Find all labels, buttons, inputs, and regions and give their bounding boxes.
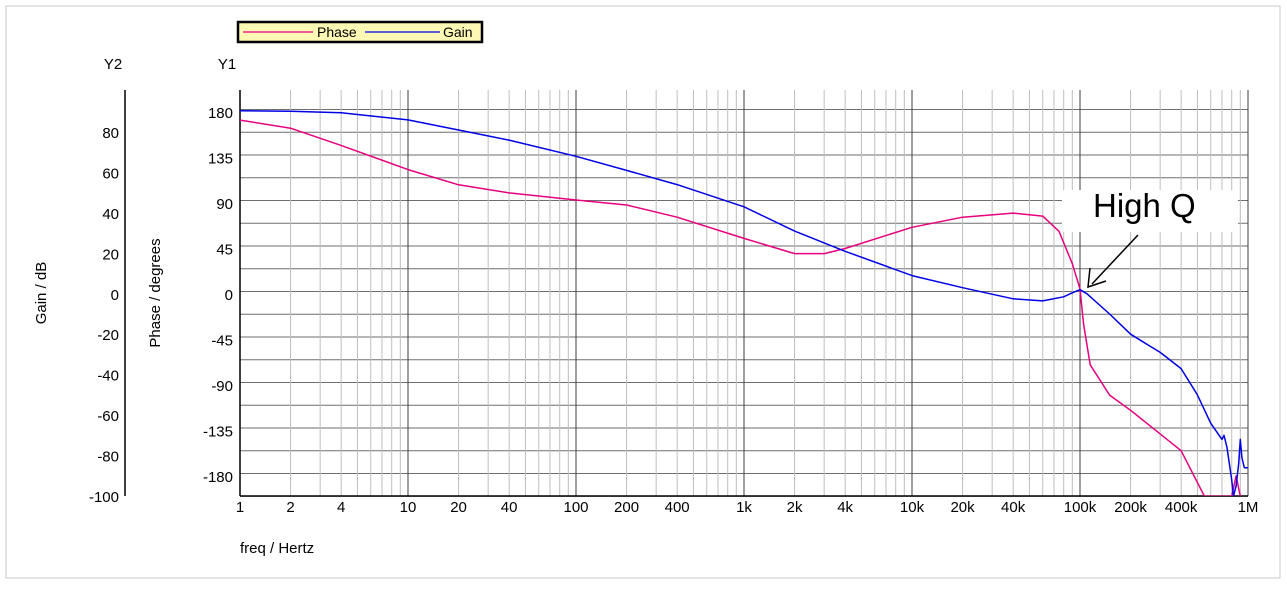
x-tick-label: 20 [450,499,467,516]
annotation-background [1062,190,1238,232]
x-tick-label: 2 [286,499,294,516]
x-tick-label: 100k [1064,499,1097,516]
x-tick-label: 400 [665,499,690,516]
y1-tick-label: 180 [208,105,233,122]
legend: Phase Gain [236,20,484,44]
y1-header: Y1 [218,56,236,73]
x-tick-label: 1 [236,499,244,516]
series-phase [240,119,1242,496]
y2-tick-label: -100 [89,489,119,506]
y1-tick-label: -90 [211,378,233,395]
y2-tick-label: -40 [97,368,119,385]
y2-tick-label: 0 [111,287,119,304]
x-tick-label: 4k [837,499,853,516]
x-tick-label: 40k [1001,499,1026,516]
y1-tick-label: -180 [203,469,233,486]
legend-box [236,20,484,44]
x-tick-label: 100 [563,499,588,516]
annotation-arrow-shaft [1091,234,1139,285]
y1-axis-title: Phase / degrees [147,238,164,347]
x-tick-label: 40 [501,499,518,516]
y2-tick-labels: 80 60 40 20 0 -20 -40 -60 -80 -100 [89,125,119,506]
x-axis-title: freq / Hertz [240,540,314,557]
x-tick-label: 400k [1165,499,1198,516]
y1-tick-labels: 180 135 90 45 0 -45 -90 -135 -180 [203,105,233,486]
y1-tick-label: -135 [203,424,233,441]
y2-tick-label: 20 [102,246,119,263]
x-tick-label: 4 [337,499,345,516]
y2-axis-title: Gain / dB [33,262,50,325]
legend-label-gain: Gain [443,24,473,40]
x-tick-labels: 1 2 4 10 20 40 100 200 400 1k 2k 4k 10k 20k 40k 100k 200… [236,499,1259,516]
y2-tick-label: -60 [97,408,119,425]
legend-label-phase: Phase [317,24,357,40]
x-tick-label: 1k [736,499,752,516]
y1-tick-label: 0 [225,287,233,304]
y1-tick-label: -45 [211,333,233,350]
annotation-high-q: High Q [1062,187,1238,289]
outer-frame [5,5,1281,579]
x-tick-label: 10 [400,499,417,516]
series-lines [240,110,1248,496]
y2-tick-label: 60 [102,165,119,182]
x-tick-label: 200k [1114,499,1147,516]
y2-tick-label: 80 [102,125,119,142]
x-tick-label: 1M [1238,499,1259,516]
y1-tick-label: 90 [216,196,233,213]
x-tick-label: 20k [950,499,975,516]
series-gain [240,110,1248,496]
annotation-label: High Q [1093,187,1196,224]
y2-tick-label: -20 [97,327,119,344]
y1-tick-label: 135 [208,151,233,168]
x-tick-label: 10k [900,499,925,516]
x-tick-label: 2k [787,499,803,516]
annotation-arrow-head [1087,267,1107,289]
y2-header: Y2 [104,56,122,73]
y2-tick-label: -80 [97,449,119,466]
x-tick-label: 200 [614,499,639,516]
y1-tick-label: 45 [216,242,233,259]
y2-tick-label: 40 [102,206,119,223]
